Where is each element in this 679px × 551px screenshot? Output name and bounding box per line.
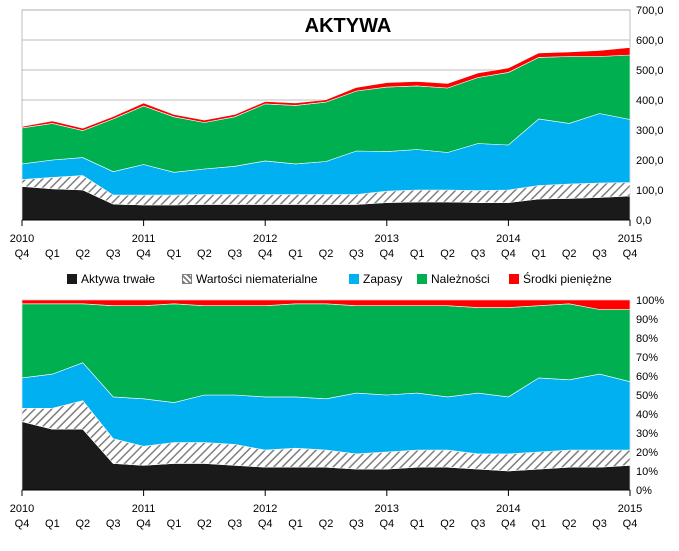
y-tick-label: 400,0 bbox=[636, 95, 664, 107]
legend-swatch bbox=[67, 274, 77, 284]
y-tick-label: 20% bbox=[636, 447, 658, 459]
x-year-label: 2015 bbox=[618, 503, 642, 515]
x-year-label: 2012 bbox=[253, 503, 277, 515]
x-quarter-label: Q4 bbox=[258, 248, 273, 260]
legend-item-naleznosci: Należności bbox=[417, 272, 490, 286]
y-tick-label: 600,0 bbox=[636, 35, 664, 47]
x-quarter-label: Q2 bbox=[75, 518, 90, 530]
x-quarter-label: Q2 bbox=[562, 518, 577, 530]
legend-label: Wartości niematerialne bbox=[196, 272, 318, 286]
legend-swatch bbox=[417, 274, 427, 284]
y-tick-label: 100% bbox=[636, 295, 664, 307]
x-quarter-label: Q4 bbox=[136, 518, 151, 530]
x-quarter-label: Q1 bbox=[45, 518, 60, 530]
x-quarter-label: Q1 bbox=[288, 248, 303, 260]
x-quarter-label: Q4 bbox=[15, 248, 30, 260]
x-quarter-label: Q3 bbox=[471, 518, 486, 530]
y-tick-label: 90% bbox=[636, 314, 658, 326]
x-year-label: 2014 bbox=[496, 233, 520, 245]
legend-label: Należności bbox=[431, 272, 490, 286]
x-quarter-label: Q1 bbox=[410, 518, 425, 530]
x-quarter-label: Q3 bbox=[471, 248, 486, 260]
x-quarter-label: Q4 bbox=[501, 248, 516, 260]
y-tick-label: 50% bbox=[636, 390, 658, 402]
x-quarter-label: Q3 bbox=[349, 518, 364, 530]
x-quarter-label: Q2 bbox=[75, 248, 90, 260]
legend: Aktywa trwałe Wartości niematerialne Zap… bbox=[0, 270, 679, 290]
legend-swatch bbox=[509, 274, 519, 284]
x-quarter-label: Q3 bbox=[349, 248, 364, 260]
x-quarter-label: Q3 bbox=[227, 248, 242, 260]
x-quarter-label: Q4 bbox=[379, 248, 394, 260]
x-quarter-label: Q3 bbox=[106, 518, 121, 530]
x-quarter-label: Q4 bbox=[379, 518, 394, 530]
x-quarter-label: Q1 bbox=[167, 518, 182, 530]
legend-item-zapasy: Zapasy bbox=[349, 272, 402, 286]
chart-title: AKTYWA bbox=[305, 15, 392, 37]
x-year-label: 2015 bbox=[618, 233, 642, 245]
y-tick-label: 30% bbox=[636, 428, 658, 440]
x-quarter-label: Q4 bbox=[623, 248, 638, 260]
y-tick-label: 100,0 bbox=[636, 185, 664, 197]
y-tick-label: 300,0 bbox=[636, 125, 664, 137]
x-quarter-label: Q4 bbox=[258, 518, 273, 530]
legend-item-aktywa-trwale: Aktywa trwałe bbox=[67, 272, 155, 286]
y-tick-label: 10% bbox=[636, 466, 658, 478]
x-quarter-label: Q3 bbox=[227, 518, 242, 530]
x-quarter-label: Q2 bbox=[562, 248, 577, 260]
y-tick-label: 70% bbox=[636, 352, 658, 364]
y-tick-label: 500,0 bbox=[636, 65, 664, 77]
chart-bottom: 0% 10% 20% 30% 40% 50% 60% 70% 80% 90% 100% 2010 20… bbox=[10, 295, 665, 530]
y-tick-label: 0,0 bbox=[636, 215, 651, 227]
x-quarter-label: Q3 bbox=[592, 248, 607, 260]
x-quarter-label: Q1 bbox=[531, 248, 546, 260]
y-tick-label: 40% bbox=[636, 409, 658, 421]
y-tick-label: 60% bbox=[636, 371, 658, 383]
x-quarter-label: Q1 bbox=[410, 248, 425, 260]
x-quarter-label: Q2 bbox=[319, 518, 334, 530]
y-tick-label: 0% bbox=[636, 485, 652, 497]
x-quarter-label: Q4 bbox=[136, 248, 151, 260]
x-year-label: 2012 bbox=[253, 233, 277, 245]
x-year-label: 2013 bbox=[375, 503, 399, 515]
x-quarter-label: Q2 bbox=[440, 518, 455, 530]
y-tick-label: 700,0 bbox=[636, 5, 664, 17]
x-quarter-label: Q1 bbox=[531, 518, 546, 530]
x-year-label: 2011 bbox=[132, 233, 156, 245]
x-quarter-label: Q2 bbox=[319, 248, 334, 260]
x-quarter-label: Q4 bbox=[15, 518, 30, 530]
x-quarter-label: Q3 bbox=[592, 518, 607, 530]
y-tick-label: 80% bbox=[636, 333, 658, 345]
x-quarter-label: Q4 bbox=[501, 518, 516, 530]
x-quarter-label: Q3 bbox=[106, 248, 121, 260]
x-quarter-label: Q1 bbox=[167, 248, 182, 260]
legend-item-wartosci-niematerialne: Wartości niematerialne bbox=[182, 272, 318, 286]
legend-label: Środki pieniężne bbox=[523, 272, 612, 286]
x-quarter-label: Q4 bbox=[623, 518, 638, 530]
x-quarter-label: Q1 bbox=[288, 518, 303, 530]
x-quarter-label: Q2 bbox=[197, 518, 212, 530]
legend-swatch bbox=[182, 274, 192, 284]
legend-item-srodki-pieniezne: Środki pieniężne bbox=[509, 272, 612, 286]
x-year-label: 2010 bbox=[10, 503, 34, 515]
x-quarter-label: Q1 bbox=[45, 248, 60, 260]
x-year-label: 2011 bbox=[132, 503, 156, 515]
chart-top: 0,0 100,0 200,0 300,0 400,0 500,0 600,0 700,0 2… bbox=[10, 5, 664, 260]
area-series-srodki-pieniezne bbox=[21, 47, 631, 131]
legend-swatch bbox=[349, 274, 359, 284]
x-year-label: 2013 bbox=[375, 233, 399, 245]
x-quarter-label: Q2 bbox=[440, 248, 455, 260]
legend-label: Zapasy bbox=[363, 272, 403, 286]
x-quarter-label: Q2 bbox=[197, 248, 212, 260]
x-year-label: 2014 bbox=[496, 503, 520, 515]
y-tick-label: 200,0 bbox=[636, 155, 664, 167]
x-year-label: 2010 bbox=[10, 233, 34, 245]
legend-label: Aktywa trwałe bbox=[81, 272, 156, 286]
area-series-srodki-pieniezne bbox=[21, 299, 631, 310]
